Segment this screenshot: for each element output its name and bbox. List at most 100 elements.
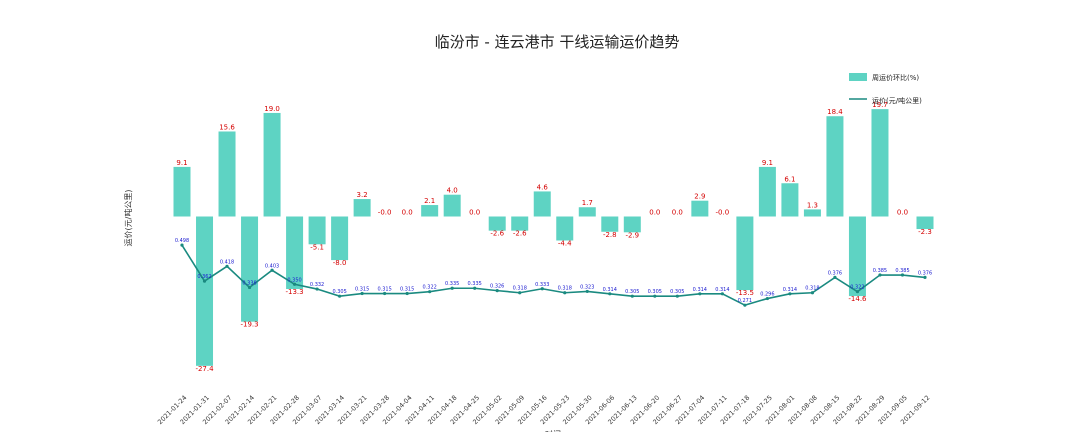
line-labels: 0.498 0.362 0.418 0.338 0.403 0.350 0.332 0.305… [175,238,932,304]
bar-data-label: 0.0 [672,209,683,217]
bar-data-label: 0.0 [402,209,413,217]
price-point [428,290,432,294]
price-data-label: 0.271 [738,298,752,304]
bar-data-label: -2.6 [490,230,504,238]
bar [826,116,844,217]
price-data-label: 0.326 [490,284,504,290]
bar-data-label: -2.6 [513,230,527,238]
price-data-label: 0.318 [513,286,527,292]
price-data-label: 0.322 [423,285,437,291]
bar-data-label: -0.0 [378,209,392,217]
price-data-label: 0.418 [220,259,234,265]
price-data-label: 0.305 [670,289,684,295]
bar [916,216,934,230]
price-point [900,273,905,277]
price-point [225,264,229,268]
legend: 周运价环比(%) 运价(元/吨公里) [849,73,922,105]
price-data-label: 0.362 [197,274,211,280]
price-data-label: 0.305 [648,289,662,295]
bar-data-label: 18.4 [827,108,843,116]
price-data-label: 0.314 [693,287,707,293]
price-data-label: 0.322 [850,285,864,291]
bar-data-label: 9.1 [762,159,773,167]
bar [421,205,439,217]
y-axis-label: 运价(元/吨公里) [123,190,133,247]
price-point [405,291,409,296]
bar-data-label: 4.6 [537,183,549,191]
bar-data-label: 3.2 [357,191,368,199]
bar-data-label: 2.9 [694,193,705,201]
price-point [180,243,184,247]
bar-data-label: 0.0 [649,209,660,217]
bar [286,216,304,289]
price-point [653,294,657,298]
bar [758,166,776,217]
price-data-label: 0.332 [310,282,324,288]
price-point [202,279,207,283]
price-point [585,289,589,294]
bar-series [173,109,934,366]
price-data-label: 0.315 [355,287,369,293]
price-point [630,294,634,298]
price-data-label: 0.335 [468,281,482,287]
price-point [383,291,387,296]
line-series [180,243,927,307]
legend-bar-swatch [849,73,867,81]
bar [848,216,866,297]
price-point [247,285,252,290]
price-point [608,292,612,296]
price-point [360,291,364,296]
price-point [720,292,724,296]
price-data-label: 0.403 [265,263,279,269]
bar-data-label: -14.6 [848,295,867,303]
bar-data-label: 19.7 [872,101,888,109]
bar [241,216,259,322]
x-axis-ticks: 2021-01-242021-01-312021-02-072021-02-14… [156,394,931,426]
bar-data-label: 6.1 [784,175,795,183]
price-data-label: 0.318 [805,286,819,292]
price-point [540,287,544,291]
price-point [698,292,702,296]
price-point [855,290,860,294]
price-data-label: 0.323 [580,284,594,290]
bar [601,216,619,232]
bar-data-label: -2.3 [918,228,932,236]
price-data-label: 0.350 [287,277,301,283]
price-point [315,287,319,291]
bar-data-label: -19.3 [240,321,258,329]
price-point [833,275,837,280]
price-point [473,286,477,290]
price-point [878,273,882,277]
price-data-label: 0.315 [377,287,391,293]
bar [196,216,214,366]
price-point [338,294,342,298]
bar-data-label: 1.7 [582,199,593,207]
bar [331,216,349,261]
bar-data-label: 0.0 [897,209,908,217]
bar-data-label: -13.5 [736,289,754,297]
price-data-label: 0.385 [895,268,909,274]
price-data-label: 0.385 [873,268,887,274]
price-data-label: 0.318 [558,286,572,292]
bar [623,216,641,233]
bar-data-label: -27.4 [195,365,214,373]
bar [578,207,596,217]
bar-data-label: 4.0 [447,187,458,195]
bar-data-label: 1.3 [807,201,818,209]
price-data-label: 0.335 [445,281,459,287]
price-point [450,286,454,290]
price-point [675,294,679,298]
price-point [810,291,815,295]
price-data-label: 0.314 [715,287,729,293]
bar-data-label: -5.1 [310,243,324,251]
price-data-label: 0.305 [625,289,639,295]
bar-data-label: -0.0 [716,209,730,217]
bar-data-label: -8.0 [333,259,347,267]
bar [263,112,281,217]
bar-data-label: 9.1 [176,159,187,167]
bar [218,131,236,217]
bar [533,191,551,217]
bar [803,209,821,217]
price-data-label: 0.498 [175,238,189,244]
